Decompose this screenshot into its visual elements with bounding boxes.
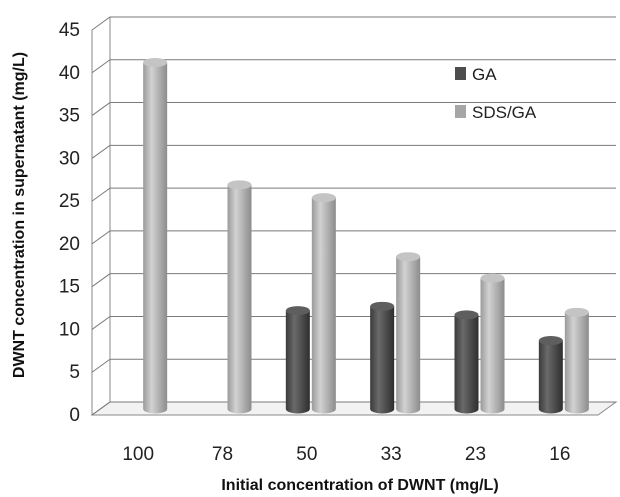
legend-swatch bbox=[455, 105, 466, 118]
bar-sds-ga-78 bbox=[227, 180, 252, 414]
bar-sds-ga-100 bbox=[143, 58, 168, 414]
bar-top bbox=[370, 301, 395, 311]
y-tick-label: 20 bbox=[59, 234, 80, 255]
y-tick-label: 0 bbox=[69, 405, 80, 426]
x-tick-label: 16 bbox=[549, 444, 570, 465]
bar-top bbox=[564, 307, 589, 317]
gridline bbox=[91, 144, 616, 159]
y-tick-label: 25 bbox=[59, 191, 80, 212]
bar-top bbox=[227, 180, 252, 190]
legend-label: SDS/GA bbox=[472, 103, 537, 122]
x-tick-label: 50 bbox=[296, 444, 317, 465]
y-tick-label: 5 bbox=[69, 362, 80, 383]
bar-sds-ga-23 bbox=[480, 273, 505, 414]
y-tick-label: 35 bbox=[59, 106, 80, 127]
x-tick-label: 100 bbox=[122, 444, 154, 465]
bar-top bbox=[311, 193, 336, 203]
gridline bbox=[91, 187, 616, 202]
bar-body bbox=[227, 184, 252, 414]
y-tick-label: 40 bbox=[59, 63, 80, 84]
bar-body bbox=[396, 256, 421, 414]
bar-sds-ga-50 bbox=[311, 193, 336, 414]
gridline bbox=[91, 273, 616, 288]
bar-body bbox=[370, 306, 395, 414]
bar-ga-50 bbox=[285, 306, 310, 414]
x-axis-title: Initial concentration of DWNT (mg/L) bbox=[221, 477, 498, 494]
x-tick-label: 33 bbox=[381, 444, 402, 465]
y-axis-ticks: 0 5 10 15 20 25 30 35 40 45 bbox=[59, 20, 80, 426]
gridline bbox=[91, 401, 616, 416]
gridline bbox=[91, 358, 616, 373]
plot-walls bbox=[90, 17, 618, 416]
gridline bbox=[91, 230, 616, 245]
y-axis-title: DWNT concentration in supernatant (mg/L) bbox=[11, 52, 28, 378]
gridline bbox=[91, 16, 616, 31]
gridline bbox=[91, 102, 616, 116]
bar-body bbox=[564, 312, 589, 414]
bar-ga-23 bbox=[454, 310, 479, 414]
legend-label: GA bbox=[472, 65, 497, 84]
bar-body bbox=[538, 340, 563, 414]
x-tick-label: 78 bbox=[212, 444, 233, 465]
bar-ga-16 bbox=[538, 336, 563, 414]
gridlines bbox=[91, 16, 616, 416]
x-tick-label: 23 bbox=[465, 444, 486, 465]
bar-ga-33 bbox=[370, 301, 395, 414]
bar-body bbox=[311, 197, 336, 414]
y-tick-label: 10 bbox=[59, 319, 80, 340]
legend: GA SDS/GA bbox=[455, 65, 537, 122]
bar-body bbox=[285, 310, 310, 414]
floor bbox=[90, 401, 618, 416]
y-tick-label: 30 bbox=[59, 148, 80, 169]
bar-sds-ga-16 bbox=[564, 307, 589, 414]
x-axis-ticks: 100 78 50 33 23 16 bbox=[122, 444, 570, 465]
bar-top bbox=[454, 310, 479, 320]
legend-swatch bbox=[455, 67, 466, 80]
bars bbox=[143, 58, 589, 414]
bar-top bbox=[538, 336, 563, 346]
bar-top bbox=[396, 252, 421, 262]
back-wall-left-edge bbox=[91, 17, 111, 416]
bar-body bbox=[480, 278, 505, 414]
bar-top bbox=[480, 273, 505, 283]
bar-top bbox=[285, 306, 310, 316]
y-tick-label: 45 bbox=[59, 20, 80, 41]
bar-top bbox=[143, 58, 168, 67]
bar-body bbox=[454, 314, 479, 414]
y-tick-label: 15 bbox=[59, 277, 80, 298]
gridline bbox=[91, 315, 616, 330]
gridline bbox=[91, 59, 616, 74]
bar-body bbox=[143, 62, 168, 414]
bar-sds-ga-33 bbox=[396, 252, 421, 414]
